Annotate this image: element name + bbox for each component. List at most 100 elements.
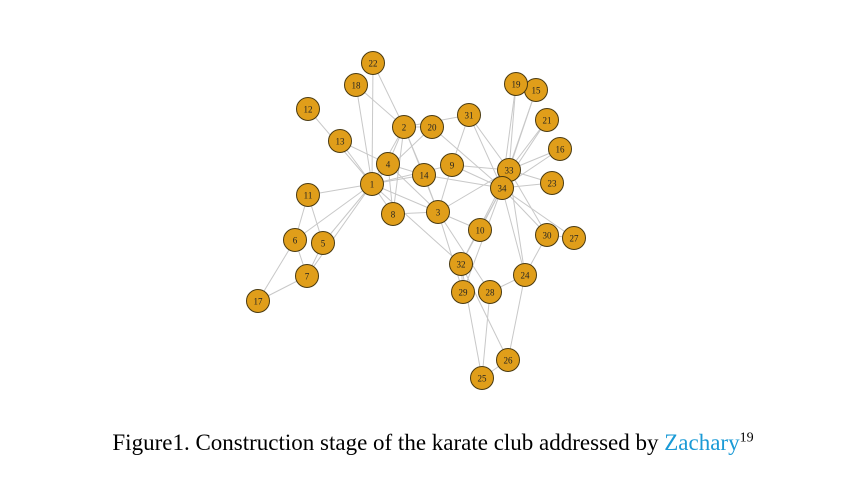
node-circle <box>457 103 481 127</box>
node-5: 5 <box>311 231 335 255</box>
node-circle <box>360 172 384 196</box>
node-circle <box>283 228 307 252</box>
node-circle <box>535 108 559 132</box>
node-7: 7 <box>295 264 319 288</box>
node-circle <box>296 97 320 121</box>
node-label: 12 <box>304 105 313 115</box>
node-circle <box>496 348 520 372</box>
node-label: 27 <box>570 234 580 244</box>
node-label: 15 <box>532 86 542 96</box>
node-2: 2 <box>392 115 416 139</box>
node-6: 6 <box>283 228 307 252</box>
edge-27-34 <box>501 187 575 239</box>
node-label: 16 <box>556 145 566 155</box>
node-11: 11 <box>296 183 320 207</box>
node-label: 21 <box>543 116 552 126</box>
node-19: 19 <box>504 72 528 96</box>
node-circle <box>361 51 385 75</box>
node-circle <box>478 280 502 304</box>
node-13: 13 <box>328 129 352 153</box>
figure-caption: Figure1. Construction stage of the karat… <box>0 430 866 456</box>
edge-14-34 <box>423 174 503 189</box>
node-label: 32 <box>457 260 466 270</box>
edge-1-20 <box>371 126 433 185</box>
node-25: 25 <box>470 366 494 390</box>
zachary-link[interactable]: Zachary <box>664 430 740 455</box>
caption-text: Figure1. Construction stage of the karat… <box>112 430 665 455</box>
node-circle <box>328 129 352 153</box>
node-circle <box>504 72 528 96</box>
node-3: 3 <box>426 200 450 224</box>
edge-30-33 <box>508 169 548 236</box>
node-label: 6 <box>293 236 298 246</box>
node-circle <box>468 218 492 242</box>
node-label: 10 <box>476 226 486 236</box>
edge-2-8 <box>392 126 405 215</box>
node-circle <box>540 171 564 195</box>
node-label: 8 <box>391 210 396 220</box>
node-circle <box>451 280 475 304</box>
edge-24-26 <box>507 274 526 361</box>
node-label: 3 <box>436 208 441 218</box>
node-label: 14 <box>420 171 430 181</box>
node-label: 11 <box>304 191 313 201</box>
citation-number[interactable]: 19 <box>739 430 754 446</box>
node-34: 34 <box>490 176 514 200</box>
node-circle <box>490 176 514 200</box>
node-circle <box>344 73 368 97</box>
node-16: 16 <box>548 137 572 161</box>
node-label: 25 <box>478 374 488 384</box>
node-32: 32 <box>449 252 473 276</box>
node-circle <box>535 223 559 247</box>
node-label: 29 <box>459 288 469 298</box>
node-label: 34 <box>498 184 508 194</box>
node-8: 8 <box>381 202 405 226</box>
node-label: 30 <box>543 231 553 241</box>
node-label: 7 <box>305 272 310 282</box>
edge-3-29 <box>437 211 464 293</box>
node-label: 31 <box>465 111 474 121</box>
node-label: 18 <box>352 81 362 91</box>
edge-26-32 <box>460 263 509 361</box>
node-circle <box>392 115 416 139</box>
node-12: 12 <box>296 97 320 121</box>
node-26: 26 <box>496 348 520 372</box>
node-label: 22 <box>369 59 378 69</box>
node-label: 19 <box>512 80 522 90</box>
edge-1-18 <box>355 84 373 185</box>
edge-1-9 <box>371 164 453 185</box>
node-18: 18 <box>344 73 368 97</box>
node-label: 26 <box>504 356 514 366</box>
node-circle <box>470 366 494 390</box>
node-label: 33 <box>505 166 515 176</box>
edge-1-5 <box>322 183 373 244</box>
node-circle <box>296 183 320 207</box>
edge-1-22 <box>371 62 374 185</box>
node-label: 20 <box>428 123 438 133</box>
node-circle <box>246 289 270 313</box>
node-17: 17 <box>246 289 270 313</box>
node-circle <box>381 202 405 226</box>
edge-25-28 <box>481 291 491 379</box>
node-label: 9 <box>450 161 455 171</box>
edge-24-34 <box>501 187 526 276</box>
node-label: 23 <box>548 179 558 189</box>
node-15: 15 <box>524 78 548 102</box>
node-22: 22 <box>361 51 385 75</box>
node-circle <box>376 152 400 176</box>
edge-31-34 <box>468 114 503 189</box>
node-1: 1 <box>360 172 384 196</box>
edge-19-33 <box>508 83 517 171</box>
node-4: 4 <box>376 152 400 176</box>
node-30: 30 <box>535 223 559 247</box>
node-circle <box>311 231 335 255</box>
node-14: 14 <box>412 163 436 187</box>
edge-3-28 <box>437 211 491 293</box>
node-circle <box>426 200 450 224</box>
node-21: 21 <box>535 108 559 132</box>
node-10: 10 <box>468 218 492 242</box>
node-label: 2 <box>402 123 407 133</box>
node-label: 4 <box>386 160 391 170</box>
